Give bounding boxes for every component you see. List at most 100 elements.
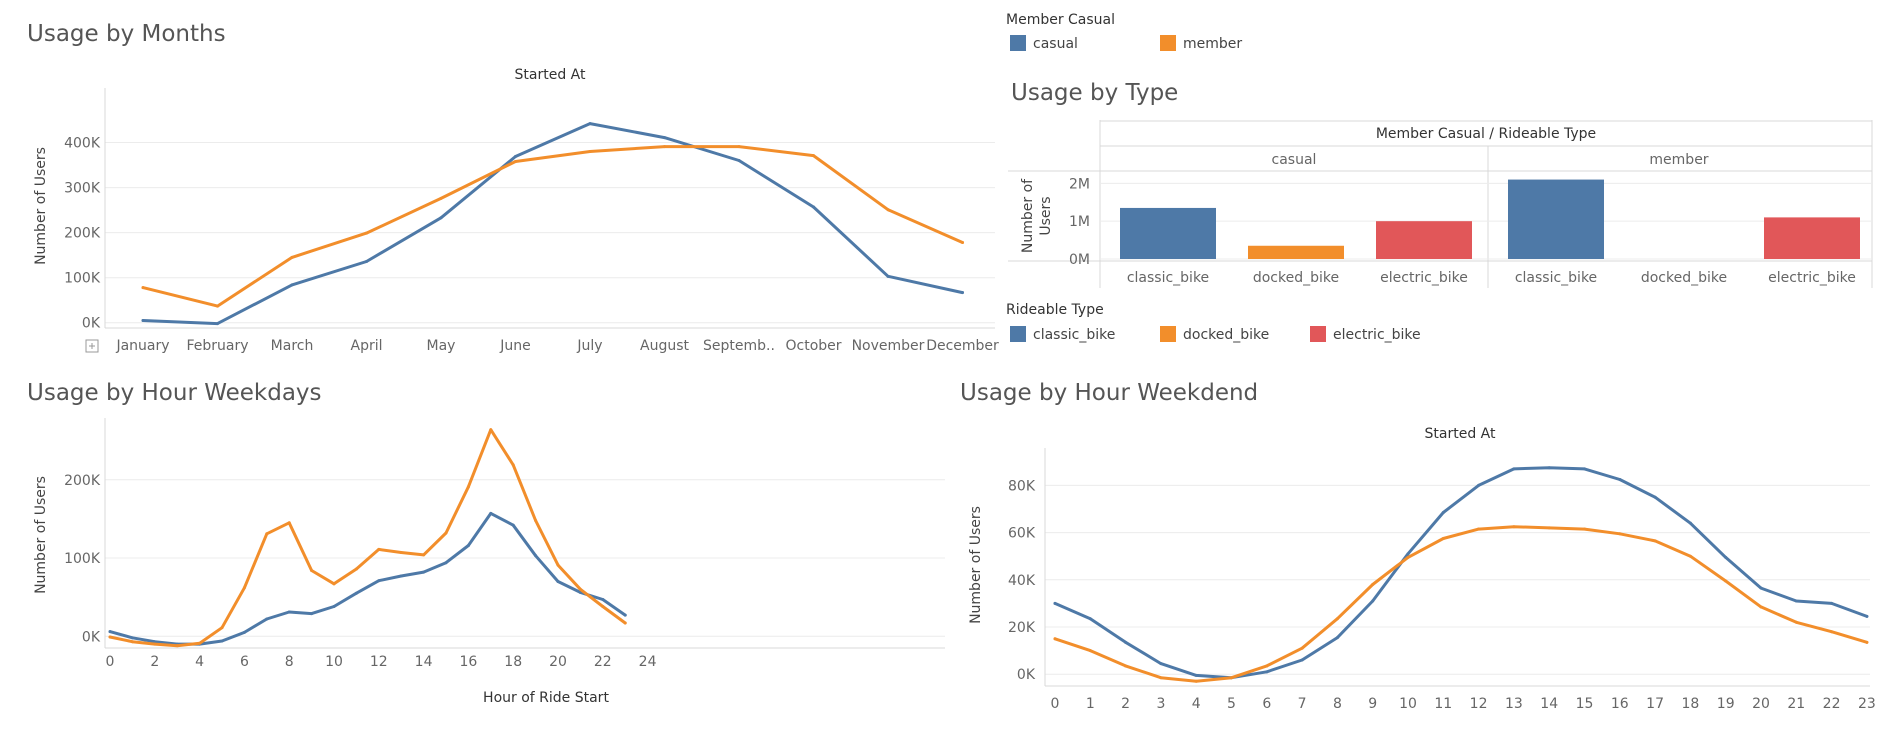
weekdays-point-member [108, 635, 112, 639]
weekdays-point-casual [354, 591, 358, 595]
weekdays-title: Usage by Hour Weekdays [27, 380, 322, 406]
weekdays-x-tick-label: 10 [325, 654, 343, 670]
weekend-point-casual [1830, 601, 1834, 605]
legend-label-member: member [1183, 36, 1242, 52]
months-point-member [886, 208, 890, 212]
months-y-tick-label: 100K [64, 271, 101, 287]
months-x-header: Started At [515, 67, 586, 83]
expand-axis-icon[interactable] [85, 339, 99, 353]
type-gridlines [1100, 182, 1872, 260]
months-x-tick-label: July [576, 338, 602, 354]
months-chart: Usage by Months Started At Number of Use… [27, 21, 999, 354]
weekdays-point-member [287, 521, 291, 525]
type-bars [1120, 179, 1860, 259]
weekdays-point-casual [153, 640, 157, 644]
weekend-point-casual [1547, 466, 1551, 470]
weekend-x-tick-label: 5 [1227, 696, 1236, 712]
weekend-x-ticks: 0 1 2 3 4 5 6 7 8 9 10 11 12 13 14 15 16 17 18 19 20 21 22 23 [1051, 696, 1876, 712]
months-point-member [216, 304, 219, 308]
weekend-point-casual [1618, 478, 1622, 481]
legend-swatch-electric-bike [1310, 326, 1326, 342]
type-chart: Usage by Type Member Casual / Rideable T… [1008, 80, 1873, 288]
legend-label-electric-bike: electric_bike [1333, 327, 1421, 343]
months-x-tick-label: Septemb.. [703, 338, 775, 354]
weekend-y-tick-label: 80K [1008, 478, 1036, 494]
weekdays-point-member [242, 586, 246, 590]
weekend-x-tick-label: 9 [1368, 696, 1377, 712]
weekend-y-tick-label: 0K [1017, 667, 1036, 683]
type-x-ticks: classic_bike docked_bike electric_bike clas… [1127, 270, 1856, 286]
weekdays-point-member [175, 644, 179, 648]
months-point-casual [216, 322, 219, 326]
months-point-member [365, 231, 368, 235]
weekend-x-tick-label: 18 [1681, 696, 1699, 712]
weekdays-point-casual [623, 613, 627, 617]
weekend-point-member [1724, 579, 1728, 583]
months-point-casual [514, 154, 517, 158]
weekend-point-member [1865, 640, 1869, 644]
weekdays-x-tick-label: 14 [415, 654, 433, 670]
months-x-tick-label: June [499, 338, 531, 354]
months-x-tick-label: March [271, 338, 314, 354]
months-y-tick-label: 200K [64, 226, 101, 242]
weekdays-x-tick-label: 2 [150, 654, 159, 670]
weekend-point-member [1441, 537, 1445, 540]
legend-swatch-member [1160, 35, 1176, 51]
months-series [141, 122, 964, 326]
weekend-point-member [1477, 527, 1481, 531]
weekend-point-casual [1300, 658, 1304, 662]
weekend-y-tick-label: 40K [1008, 573, 1036, 589]
months-y-ticks: 0K 100K 200K 300K 400K [64, 136, 101, 332]
weekend-x-tick-label: 8 [1333, 696, 1342, 712]
months-x-tick-label: February [186, 338, 248, 354]
weekend-line-member [1053, 525, 1869, 683]
weekend-point-member [1583, 527, 1586, 531]
weekend-point-member [1512, 525, 1516, 529]
weekdays-x-tick-label: 8 [285, 654, 294, 670]
weekend-point-member [1088, 649, 1092, 653]
weekend-point-member [1688, 554, 1692, 558]
weekdays-series [108, 428, 627, 648]
months-point-member [663, 145, 666, 149]
weekend-gridlines [1044, 448, 1870, 687]
months-point-member [737, 145, 741, 149]
weekdays-y-tick-label: 0K [82, 629, 101, 645]
weekdays-x-axis-title: Hour of Ride Start [483, 690, 609, 706]
type-y-axis-title-part2: Users [1038, 196, 1054, 235]
weekdays-point-casual [242, 630, 246, 634]
weekend-point-casual [1759, 586, 1763, 590]
weekdays-point-casual [377, 579, 381, 583]
weekend-point-casual [1794, 599, 1798, 603]
weekend-point-casual [1124, 640, 1128, 644]
weekdays-point-member [534, 518, 538, 522]
weekend-point-member [1371, 583, 1375, 587]
weekend-x-tick-label: 13 [1505, 696, 1523, 712]
months-title: Usage by Months [27, 21, 226, 47]
weekend-line-casual [1053, 466, 1869, 680]
months-point-member [961, 241, 964, 245]
weekdays-point-member [198, 641, 202, 645]
weekend-point-casual [1335, 636, 1339, 640]
months-point-casual [439, 216, 443, 220]
weekdays-point-casual [108, 630, 112, 634]
weekdays-point-member [422, 553, 426, 557]
weekdays-point-casual [601, 597, 605, 601]
weekend-y-ticks: 0K 20K 40K 60K 80K [1008, 478, 1036, 683]
weekend-point-member [1406, 555, 1410, 559]
months-x-tick-label: October [785, 338, 841, 354]
weekend-y-tick-label: 60K [1008, 526, 1036, 542]
weekend-point-casual [1865, 614, 1869, 618]
months-x-tick-label: January [115, 338, 169, 354]
weekdays-point-member [623, 621, 627, 625]
weekdays-point-casual [399, 574, 403, 578]
weekdays-chart: Usage by Hour Weekdays Number of Users H… [27, 380, 945, 706]
weekdays-x-tick-label: 12 [370, 654, 388, 670]
months-point-casual [663, 136, 666, 140]
weekdays-x-tick-label: 0 [106, 654, 115, 670]
weekend-point-casual [1159, 662, 1163, 666]
weekdays-point-casual [287, 610, 291, 614]
weekdays-x-tick-label: 24 [639, 654, 657, 670]
type-y-tick-label: 2M [1069, 176, 1090, 192]
weekend-x-header: Started At [1425, 426, 1496, 442]
